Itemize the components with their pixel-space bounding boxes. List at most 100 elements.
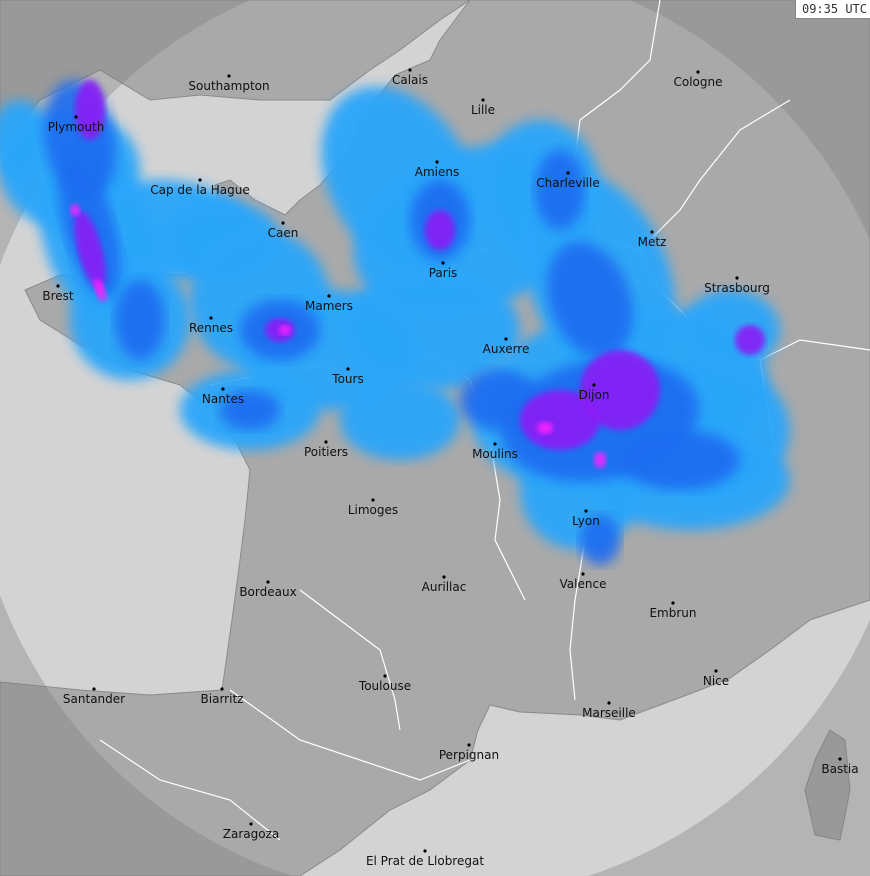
city-marker: Nantes xyxy=(202,387,244,406)
city-marker: Brest xyxy=(42,284,74,303)
city-dot xyxy=(696,70,700,74)
city-dot xyxy=(249,822,253,826)
city-label: Auxerre xyxy=(483,342,530,356)
city-marker: Toulouse xyxy=(358,674,411,693)
city-label: Perpignan xyxy=(439,748,499,762)
city-dot xyxy=(74,115,78,119)
city-marker: Poitiers xyxy=(304,440,348,459)
precipitation-cell xyxy=(594,452,606,468)
city-marker: Bastia xyxy=(821,757,859,776)
city-dot xyxy=(227,74,231,78)
precipitation-cell xyxy=(340,380,460,460)
city-label: Brest xyxy=(42,289,74,303)
city-marker: Paris xyxy=(429,261,458,280)
city-marker: Moulins xyxy=(472,442,518,461)
precipitation-cell xyxy=(279,325,291,335)
city-label: Marseille xyxy=(582,706,636,720)
city-dot xyxy=(198,178,202,182)
city-dot xyxy=(371,498,375,502)
city-dot xyxy=(566,171,570,175)
city-label: Mamers xyxy=(305,299,353,313)
precipitation-cell xyxy=(340,270,520,390)
city-labels: Southampton Plymouth Calais Lille Cologne Ami… xyxy=(42,68,859,868)
city-marker: Cap de la Hague xyxy=(150,178,250,197)
city-dot xyxy=(383,674,387,678)
city-dot xyxy=(592,383,596,387)
precipitation-cell xyxy=(680,290,780,370)
precipitation-cell xyxy=(425,210,455,250)
city-dot xyxy=(346,367,350,371)
city-label: Aurillac xyxy=(422,580,467,594)
city-dot xyxy=(221,387,225,391)
city-marker: Mamers xyxy=(305,294,353,313)
precipitation-layer xyxy=(0,80,790,565)
city-label: Paris xyxy=(429,266,458,280)
city-dot xyxy=(584,509,588,513)
city-dot xyxy=(92,687,96,691)
city-label: Rennes xyxy=(189,321,233,335)
city-dot xyxy=(838,757,842,761)
city-dot xyxy=(220,687,224,691)
city-marker: Rennes xyxy=(189,316,233,335)
city-dot xyxy=(56,284,60,288)
city-label: Plymouth xyxy=(48,120,105,134)
city-marker: Embrun xyxy=(649,601,697,620)
city-label: Poitiers xyxy=(304,445,348,459)
city-dot xyxy=(324,440,328,444)
city-dot xyxy=(481,98,485,102)
city-label: Southampton xyxy=(188,79,269,93)
city-dot xyxy=(493,442,497,446)
precipitation-cell xyxy=(74,211,106,289)
city-dot xyxy=(467,743,471,747)
city-label: Cologne xyxy=(673,75,722,89)
city-marker: Cologne xyxy=(673,70,723,89)
precipitation-cell xyxy=(620,430,740,490)
precipitation-cell xyxy=(70,204,80,216)
city-dot xyxy=(266,580,270,584)
precipitation-cell xyxy=(75,80,105,140)
city-marker: Santander xyxy=(63,687,125,706)
city-label: Lille xyxy=(471,103,495,117)
city-dot xyxy=(504,337,508,341)
city-label: Toulouse xyxy=(358,679,411,693)
precipitation-cell xyxy=(535,150,585,230)
city-dot xyxy=(735,276,739,280)
city-marker: Calais xyxy=(392,68,428,87)
city-label: El Prat de Llobregat xyxy=(366,854,484,868)
city-marker: Strasbourg xyxy=(704,276,770,295)
precipitation-cell xyxy=(115,280,165,360)
city-marker: Limoges xyxy=(348,498,398,517)
city-label: Calais xyxy=(392,73,428,87)
city-dot xyxy=(435,160,439,164)
city-dot xyxy=(714,669,718,673)
city-marker: Plymouth xyxy=(48,115,105,134)
city-dot xyxy=(209,316,213,320)
city-marker: El Prat de Llobregat xyxy=(366,849,484,868)
city-marker: Aurillac xyxy=(422,575,467,594)
city-label: Metz xyxy=(638,235,667,249)
precipitation-cell xyxy=(93,278,107,302)
city-marker: Marseille xyxy=(582,701,636,720)
city-marker: Perpignan xyxy=(439,743,499,762)
city-label: Strasbourg xyxy=(704,281,770,295)
precipitation-cell xyxy=(460,370,540,430)
city-label: Biarritz xyxy=(201,692,244,706)
city-label: Bordeaux xyxy=(239,585,296,599)
city-label: Santander xyxy=(63,692,125,706)
precipitation-cell xyxy=(547,241,633,359)
city-label: Dijon xyxy=(579,388,610,402)
city-marker: Southampton xyxy=(188,74,270,93)
city-marker: Nice xyxy=(703,669,729,688)
city-marker: Tours xyxy=(331,367,364,386)
city-marker: Amiens xyxy=(415,160,459,179)
city-label: Embrun xyxy=(649,606,696,620)
city-label: Zaragoza xyxy=(223,827,279,841)
city-marker: Auxerre xyxy=(483,337,530,356)
city-label: Moulins xyxy=(472,447,518,461)
city-dot xyxy=(650,230,654,234)
precipitation-cell xyxy=(580,515,620,565)
city-dot xyxy=(441,261,445,265)
precipitation-cell xyxy=(580,350,660,430)
